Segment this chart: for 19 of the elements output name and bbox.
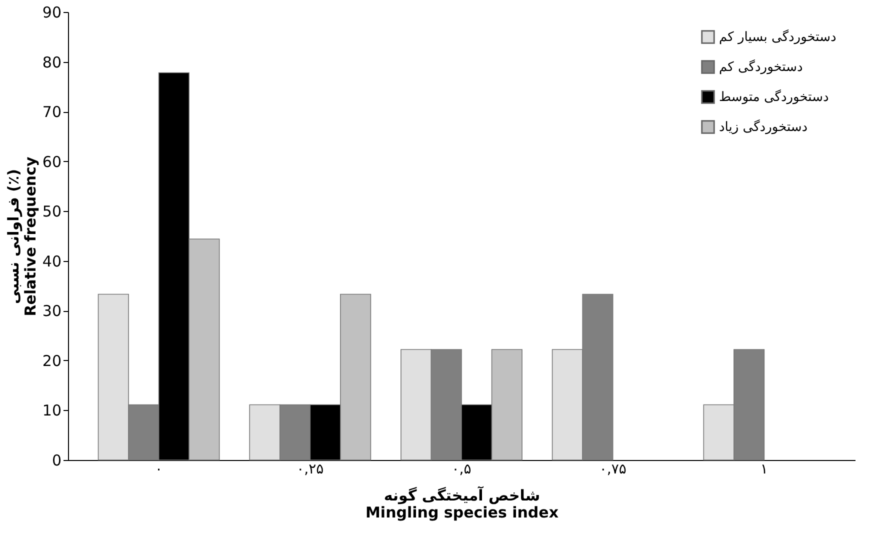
y-tick-label: 30 — [42, 302, 62, 320]
legend-label: دستخوردگی زیاد — [719, 119, 808, 135]
y-tick-label: 50 — [42, 202, 62, 221]
x-tick-label: ۰ — [155, 462, 163, 478]
y-tick-label: 0 — [52, 452, 62, 470]
y-tick-label: 70 — [42, 103, 62, 122]
y-tick-label: 90 — [42, 4, 62, 22]
legend-label: دستخوردگی بسیار کم — [719, 29, 836, 45]
x-tick-label: ۰,۵ — [452, 462, 472, 478]
y-tick-label: 20 — [42, 352, 62, 370]
y-tick-label: 80 — [42, 53, 62, 72]
legend-label: دستخوردگی متوسط — [719, 89, 829, 105]
y-tick-label: 10 — [42, 402, 62, 420]
x-tick-label: ۰,۲۵ — [296, 462, 324, 478]
legend-label: دستخوردگی کم — [719, 59, 803, 75]
y-tick-label: 40 — [42, 252, 62, 270]
x-tick-label: ۱ — [760, 462, 768, 478]
y-tick-label: 60 — [42, 152, 62, 171]
x-tick-label: ۰,۷۵ — [599, 462, 626, 478]
